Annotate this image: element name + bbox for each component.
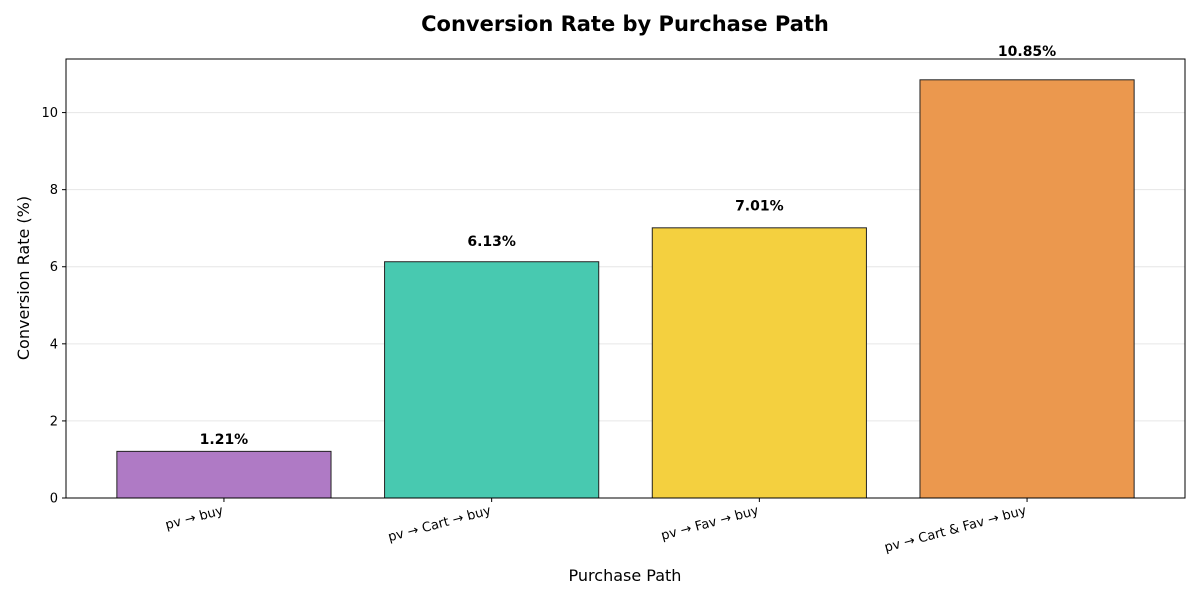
chart-title: Conversion Rate by Purchase Path xyxy=(421,12,829,36)
bars xyxy=(116,79,1135,499)
y-axis-label: Conversion Rate (%) xyxy=(14,196,33,360)
bar xyxy=(651,227,867,499)
x-tick-label: pv → Fav → buy xyxy=(660,503,761,544)
y-axis-ticks: 0 2 4 6 8 10 xyxy=(41,106,66,507)
plot-frame xyxy=(65,58,1186,499)
bar xyxy=(919,79,1135,499)
data-label: 10.85% xyxy=(998,44,1056,60)
y-tick-label: 6 xyxy=(50,260,58,275)
bar xyxy=(116,450,332,499)
y-tick-label: 8 xyxy=(50,183,58,198)
x-tick-label: pv → buy xyxy=(164,503,225,533)
y-tick-label: 4 xyxy=(50,337,58,352)
y-tick-label: 2 xyxy=(50,414,58,429)
x-axis-ticks: pv → buy pv → Cart → buy pv → Fav → buy pv … xyxy=(164,498,1028,556)
data-label: 6.13% xyxy=(467,234,516,250)
x-axis-label: Purchase Path xyxy=(569,566,682,585)
data-labels: 1.21% 6.13% 7.01% 10.85% xyxy=(200,44,1057,448)
bar xyxy=(384,261,600,499)
y-tick-label: 0 xyxy=(50,492,58,507)
x-tick-label: pv → Cart → buy xyxy=(386,503,492,545)
data-label: 1.21% xyxy=(200,432,249,448)
data-label: 7.01% xyxy=(735,199,784,215)
x-tick-label: pv → Cart & Fav → buy xyxy=(883,503,1028,555)
y-tick-label: 10 xyxy=(41,106,58,121)
